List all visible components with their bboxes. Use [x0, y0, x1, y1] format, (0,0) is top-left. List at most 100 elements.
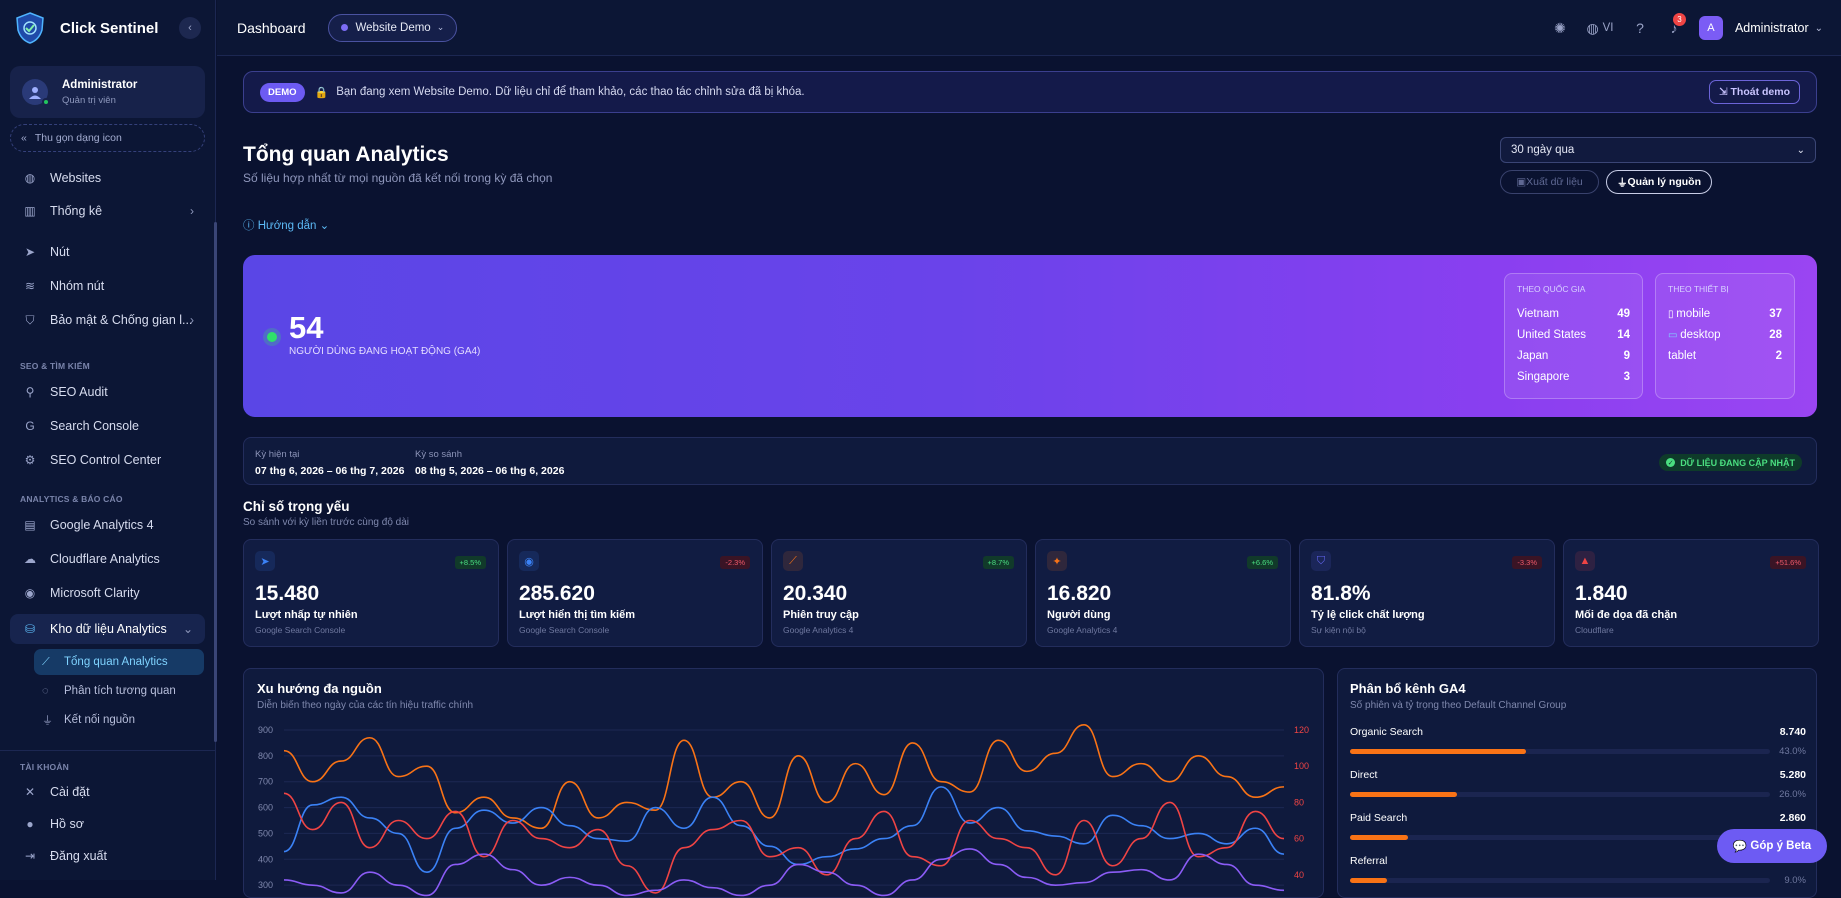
device-row: tablet 2	[1668, 345, 1782, 366]
sidebar-item-ga4[interactable]: ▤ Google Analytics 4	[0, 510, 216, 540]
device-value: 37	[1769, 307, 1782, 320]
beta-feedback-button[interactable]: 💬 Góp ý Beta	[1717, 829, 1827, 863]
kpi-card[interactable]: ✦ +6.6% 16.820 Người dùng Google Analytics 4	[1035, 539, 1291, 647]
exit-icon: ⇲	[1718, 86, 1731, 98]
bulb-icon: ◌	[42, 685, 49, 697]
y-left-tick-label: 800	[258, 751, 273, 761]
guide-toggle[interactable]: ⓘ Hướng dẫn ⌄	[243, 217, 329, 233]
language-button[interactable]: ◍ VI	[1577, 20, 1623, 37]
channel-percent: 9.0%	[1784, 875, 1806, 886]
sidebar-item-seo-control-center[interactable]: ⚙ SEO Control Center	[0, 445, 216, 475]
divider	[0, 750, 216, 751]
exit-demo-button[interactable]: ⇲ Thoát demo	[1708, 80, 1800, 104]
sidebar-subitem-correlation[interactable]: ◌ Phân tích tương quan	[34, 678, 204, 704]
sidebar-scrollbar[interactable]	[214, 222, 217, 742]
sidebar-item-analytics-warehouse[interactable]: ⛁ Kho dữ liệu Analytics ⌄	[10, 614, 205, 644]
user-card[interactable]: Administrator Quản trị viên	[10, 66, 205, 118]
kpi-value: 285.620	[519, 582, 595, 605]
manage-sources-button[interactable]: ⏚ Quản lý nguồn	[1606, 170, 1712, 194]
help-button[interactable]: ?	[1623, 20, 1657, 36]
channel-bar-fill	[1350, 835, 1408, 840]
export-data-button[interactable]: ▣ Xuất dữ liệu	[1500, 170, 1599, 194]
sidebar-item-security[interactable]: ⛉ Bảo mật & Chống gian l... ›	[0, 305, 216, 335]
sidebar-subitem-sources[interactable]: ⏚ Kết nối nguồn	[34, 707, 204, 733]
kpi-label: Lượt nhấp tự nhiên	[255, 609, 358, 621]
kpi-source: Google Analytics 4	[783, 625, 854, 635]
website-selector[interactable]: Website Demo ⌄	[327, 13, 458, 42]
sidebar-item-label: SEO Audit	[50, 385, 108, 399]
sidebar-subitem-analytics-overview[interactable]: ⟋ Tổng quan Analytics	[34, 649, 204, 675]
website-selector-label: Website Demo	[355, 21, 431, 34]
double-chevron-left-icon: «	[21, 132, 27, 144]
sliders-icon: ⚙	[24, 453, 36, 467]
sidebar-subitem-label: Kết nối nguồn	[64, 714, 135, 726]
compact-mode-button[interactable]: « Thu gọn dạng icon	[10, 124, 205, 152]
theme-toggle-button[interactable]: ✺	[1543, 20, 1577, 37]
sidebar-item-seo-audit[interactable]: ⚲ SEO Audit	[0, 377, 216, 407]
plug-icon: ⏚	[42, 715, 53, 727]
online-status-dot	[42, 98, 50, 106]
sidebar-item-profile[interactable]: ● Hồ sơ	[0, 809, 216, 839]
y-right-tick-label: 40	[1294, 870, 1304, 880]
shield-icon: ⛉	[25, 312, 35, 327]
sidebar-item-label: Thống kê	[50, 204, 103, 218]
current-period-value: 07 thg 6, 2026 – 06 thg 7, 2026	[255, 465, 405, 477]
kpi-card[interactable]: ⟋ +8.7% 20.340 Phiên truy cập Google Analyti…	[771, 539, 1027, 647]
active-users-count: 54	[289, 310, 324, 345]
globe-icon: ◍	[1586, 19, 1599, 36]
avatar[interactable]: A	[1698, 16, 1723, 40]
kpi-card[interactable]: ⛉ -3.3% 81.8% Tỷ lệ click chất lượng Sự kiện…	[1299, 539, 1555, 647]
cursor-icon: ➤	[255, 551, 275, 571]
kpi-value: 81.8%	[1311, 582, 1371, 605]
beta-label: Góp ý Beta	[1750, 840, 1812, 852]
sidebar-item-websites[interactable]: ◍ Websites	[0, 163, 216, 193]
device-row: ▯ mobile 37	[1668, 303, 1782, 324]
sidebar-item-label: Bảo mật & Chống gian l...	[50, 313, 193, 327]
channel-percent: 26.0%	[1779, 789, 1806, 800]
chat-icon: 💬	[1732, 841, 1751, 853]
channel-bar-fill	[1350, 749, 1527, 754]
demo-text: Bạn đang xem Website Demo. Dữ liệu chỉ đ…	[336, 86, 805, 98]
y-left-tick-label: 400	[258, 854, 273, 864]
collapse-sidebar-button[interactable]: ‹	[179, 17, 201, 39]
country-name: United States	[1517, 328, 1587, 341]
sidebar-item-statistics[interactable]: ▥ Thống kê ›	[0, 196, 216, 226]
trend-title: Xu hướng đa nguồn	[257, 681, 382, 696]
sidebar-item-clarity[interactable]: ◉ Microsoft Clarity	[0, 578, 216, 608]
cloud-icon: ☁	[24, 552, 36, 566]
page-subtitle: Số liệu hợp nhất từ mọi nguồn đã kết nối…	[243, 171, 553, 185]
sidebar-item-settings[interactable]: ✕ Cài đặt	[0, 777, 216, 807]
kpi-source: Google Analytics 4	[1047, 625, 1118, 635]
kpi-card[interactable]: ▲ +51.6% 1.840 Mối đe dọa đã chặn Cloudflare	[1563, 539, 1819, 647]
sidebar-item-logout[interactable]: ⇥ Đăng xuất	[0, 841, 216, 871]
y-right-tick-label: 80	[1294, 797, 1304, 807]
kpi-card[interactable]: ◉ -2.3% 285.620 Lượt hiển thị tìm kiếm Googl…	[507, 539, 763, 647]
channel-distribution-card: Phân bổ kênh GA4 Số phiên và tỷ trọng th…	[1337, 668, 1817, 898]
sidebar-item-label: Nút	[50, 245, 70, 259]
chevron-down-icon[interactable]: ⌄	[1814, 22, 1823, 34]
sidebar-item-buttons[interactable]: ➤ Nút	[0, 237, 216, 267]
brand-name: Click Sentinel	[60, 19, 159, 37]
kpi-label: Lượt hiển thị tìm kiếm	[519, 609, 636, 621]
top-user-name[interactable]: Administrator	[1734, 21, 1809, 35]
users-icon: ✦	[1047, 551, 1067, 571]
date-range-select[interactable]: 30 ngày qua ⌄	[1500, 137, 1816, 163]
globe-icon: ◍	[24, 171, 36, 185]
sidebar-item-cloudflare[interactable]: ☁ Cloudflare Analytics	[0, 544, 216, 574]
kpi-card[interactable]: ➤ +8.5% 15.480 Lượt nhấp tự nhiên Google Sea…	[243, 539, 499, 647]
channel-value: 8.740	[1779, 726, 1806, 738]
notification-count-badge: 3	[1672, 13, 1686, 26]
chart-icon: ▥	[24, 204, 36, 218]
y-left-tick-label: 900	[258, 725, 273, 735]
chevron-right-icon: ›	[190, 204, 194, 218]
kpi-delta-badge: +51.6%	[1770, 556, 1806, 569]
sidebar-item-search-console[interactable]: G Search Console	[0, 411, 216, 441]
y-left-tick-label: 700	[258, 777, 273, 787]
kpi-value: 20.340	[783, 582, 848, 605]
series-line-0	[283, 724, 1285, 830]
kpi-source: Sự kiện nội bộ	[1311, 625, 1366, 635]
chevron-down-icon: ⌄	[316, 220, 330, 232]
kpi-value: 1.840	[1575, 582, 1628, 605]
sidebar-item-button-groups[interactable]: ≋ Nhóm nút	[0, 271, 216, 301]
notifications-button[interactable]: ♪ 3	[1657, 13, 1691, 36]
